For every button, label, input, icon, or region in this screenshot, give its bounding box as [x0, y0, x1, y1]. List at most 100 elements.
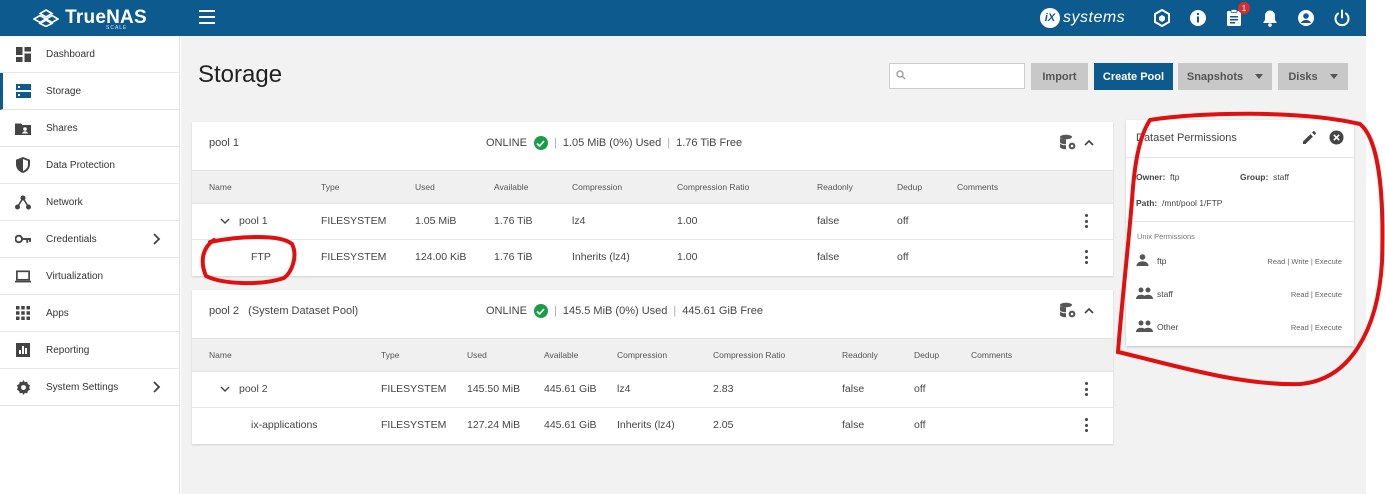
sidebar-item-label: Credentials [46, 233, 97, 245]
table-row[interactable]: FTP FILESYSTEM 124.00 KiB 1.76 TiB Inher… [192, 240, 1113, 276]
close-icon[interactable] [1329, 130, 1344, 145]
info-icon[interactable] [1188, 8, 1208, 28]
pool-options-icon[interactable] [1059, 134, 1077, 151]
sidebar: Dashboard Storage Shares Data Protection… [0, 36, 180, 494]
pool-status-text: ONLINE [486, 305, 527, 317]
column-header[interactable]: Name [209, 350, 232, 360]
column-header[interactable]: Readonly [817, 182, 853, 192]
task-manager-icon[interactable]: 1 [1224, 2, 1250, 28]
bell-icon[interactable] [1260, 8, 1280, 28]
laptop-icon [15, 268, 31, 284]
storage-icon [15, 83, 31, 99]
column-header[interactable]: Comments [971, 350, 1013, 360]
table-row[interactable]: pool 1 FILESYSTEM 1.05 MiB 1.76 TiB lz4 … [192, 204, 1113, 240]
column-header[interactable]: Readonly [842, 350, 878, 360]
collapse-chevron-up-icon[interactable] [1083, 305, 1095, 317]
pool-options-icon[interactable] [1059, 302, 1077, 319]
sidebar-item-storage[interactable]: Storage [0, 73, 179, 110]
collapse-chevron-up-icon[interactable] [1083, 137, 1095, 149]
permission-who: Other [1157, 322, 1179, 332]
page-title: Storage [198, 61, 283, 88]
column-header[interactable]: Type [321, 182, 340, 192]
row-actions-icon[interactable] [1085, 418, 1089, 432]
permission-rights: Read | Execute [1290, 323, 1342, 332]
dataset-dedup: off [897, 251, 909, 263]
permission-entry-owner: ftp Read | Write | Execute [1136, 252, 1346, 272]
pool-status-text: ONLINE [486, 137, 527, 149]
row-actions-icon[interactable] [1085, 214, 1089, 228]
row-actions-icon[interactable] [1085, 250, 1089, 264]
disks-button-label: Disks [1288, 70, 1318, 83]
disks-button[interactable]: Disks [1278, 63, 1348, 90]
column-header[interactable]: Compression [617, 350, 668, 360]
row-actions-icon[interactable] [1085, 382, 1089, 396]
sidebar-item-label: Reporting [46, 344, 90, 356]
dataset-compression: Inherits (lz4) [617, 419, 675, 431]
column-header[interactable]: Used [467, 350, 487, 360]
search-box[interactable] [889, 63, 1025, 89]
column-header[interactable]: Compression Ratio [713, 350, 786, 360]
edit-pencil-icon[interactable] [1302, 130, 1317, 145]
shield-icon [15, 157, 31, 173]
column-header[interactable]: Available [494, 182, 529, 192]
snapshots-button[interactable]: Snapshots [1178, 63, 1272, 90]
ixsystems-logo[interactable]: iX systems [1040, 8, 1125, 28]
column-header[interactable]: Comments [957, 182, 999, 192]
table-row[interactable]: ix-applications FILESYSTEM 127.24 MiB 44… [192, 408, 1113, 444]
sidebar-item-apps[interactable]: Apps [0, 295, 179, 332]
column-header[interactable]: Dedup [914, 350, 940, 360]
dataset-type: FILESYSTEM [381, 383, 447, 395]
sidebar-item-virtualization[interactable]: Virtualization [0, 258, 179, 295]
notification-count-badge: 1 [1238, 2, 1250, 14]
menu-toggle-icon[interactable] [199, 10, 215, 24]
column-header[interactable]: Dedup [897, 182, 923, 192]
chevron-down-icon [1255, 74, 1264, 79]
sidebar-item-data-protection[interactable]: Data Protection [0, 147, 179, 184]
create-pool-button[interactable]: Create Pool [1094, 63, 1173, 90]
account-icon[interactable] [1296, 8, 1316, 28]
chevron-down-icon[interactable] [220, 384, 230, 394]
sidebar-item-shares[interactable]: Shares [0, 110, 179, 147]
pool-name: pool 2 (System Dataset Pool) [209, 305, 359, 317]
column-header[interactable]: Type [381, 350, 400, 360]
truenas-logo[interactable]: TrueNAS [0, 0, 180, 36]
table-row[interactable]: pool 2 FILESYSTEM 145.50 MiB 445.61 GiB … [192, 372, 1113, 408]
permission-entry-group: staff Read | Execute [1136, 285, 1346, 305]
permission-entry-other: Other Read | Execute [1136, 318, 1346, 338]
main-content: Storage Import Create Pool Snapshots Dis… [181, 36, 1366, 494]
pool-used: 1.05 MiB (0%) Used [562, 137, 662, 149]
people-icon [1136, 320, 1153, 332]
permission-who: ftp [1157, 256, 1167, 266]
online-check-icon [533, 136, 548, 150]
sidebar-item-label: Virtualization [46, 270, 104, 282]
chevron-right-icon [153, 381, 161, 393]
sidebar-item-system-settings[interactable]: System Settings [0, 369, 179, 406]
dataset-dedup: off [914, 419, 926, 431]
column-header[interactable]: Name [209, 182, 232, 192]
column-header[interactable]: Compression [572, 182, 623, 192]
chevron-down-icon[interactable] [220, 216, 230, 226]
dataset-readonly: false [817, 251, 840, 263]
sidebar-item-label: Shares [46, 122, 78, 134]
sidebar-item-label: Network [46, 196, 83, 208]
truecommand-icon[interactable] [1152, 8, 1172, 28]
dataset-available: 1.76 TiB [494, 251, 533, 263]
dataset-type: FILESYSTEM [381, 419, 447, 431]
create-pool-button-label: Create Pool [1102, 70, 1165, 83]
sidebar-item-reporting[interactable]: Reporting [0, 332, 179, 369]
sidebar-item-dashboard[interactable]: Dashboard [0, 36, 179, 73]
key-icon [15, 231, 31, 247]
dashboard-icon [15, 46, 31, 62]
search-input[interactable] [908, 66, 1020, 86]
power-icon[interactable] [1332, 8, 1352, 28]
dataset-available: 445.61 GiB [544, 383, 597, 395]
column-header[interactable]: Compression Ratio [677, 182, 750, 192]
import-button[interactable]: Import [1031, 63, 1088, 90]
chevron-right-icon [153, 233, 161, 245]
permissions-title: Dataset Permissions [1136, 132, 1237, 144]
sidebar-item-network[interactable]: Network [0, 184, 179, 221]
sidebar-item-credentials[interactable]: Credentials [0, 221, 179, 258]
column-header[interactable]: Used [415, 182, 435, 192]
unix-permissions-heading: Unix Permissions [1137, 232, 1195, 241]
column-header[interactable]: Available [544, 350, 579, 360]
